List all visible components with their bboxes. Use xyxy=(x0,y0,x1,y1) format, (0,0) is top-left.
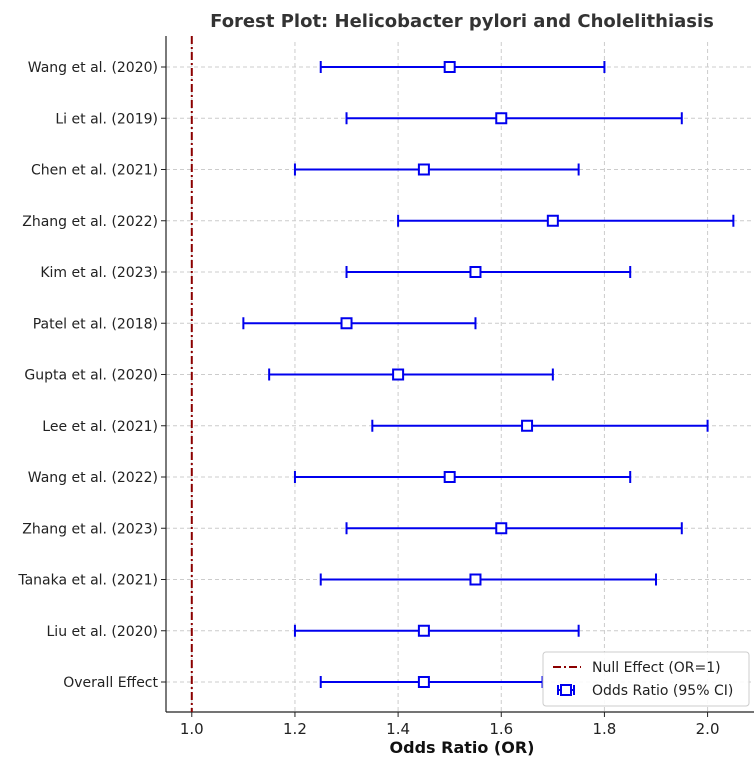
odds-ratio-marker xyxy=(417,163,430,176)
study-label: Kim et al. (2023) xyxy=(40,265,158,281)
odds-ratio-marker xyxy=(521,419,534,432)
x-tick-label: 2.0 xyxy=(696,720,720,738)
odds-ratio-marker xyxy=(340,317,353,330)
study-label: Patel et al. (2018) xyxy=(33,316,158,332)
odds-ratio-marker xyxy=(546,214,559,227)
study-label: Zhang et al. (2022) xyxy=(22,214,158,230)
odds-ratio-marker xyxy=(495,522,508,535)
odds-ratio-marker xyxy=(417,624,430,637)
study-label: Chen et al. (2021) xyxy=(31,163,158,179)
chart-title: Forest Plot: Helicobacter pylori and Cho… xyxy=(210,11,714,32)
x-axis-label: Odds Ratio (OR) xyxy=(390,738,535,757)
x-tick-label: 1.0 xyxy=(180,720,204,738)
legend-odds-ratio-label: Odds Ratio (95% CI) xyxy=(592,683,733,699)
study-label: Li et al. (2019) xyxy=(55,111,158,127)
study-estimate xyxy=(345,112,683,125)
study-estimate xyxy=(293,624,580,637)
study-label: Wang et al. (2022) xyxy=(28,470,158,486)
x-tick-label: 1.4 xyxy=(386,720,410,738)
study-estimate xyxy=(293,471,632,483)
x-tick-label: 1.2 xyxy=(283,720,307,738)
study-estimate xyxy=(242,317,477,330)
odds-ratio-marker xyxy=(392,368,405,381)
legend: Null Effect (OR=1) Odds Ratio (95% CI) xyxy=(542,651,750,707)
study-label: Gupta et al. (2020) xyxy=(24,368,158,384)
odds-ratio-marker xyxy=(443,471,456,483)
x-tick-label: 1.6 xyxy=(489,720,513,738)
study-estimate xyxy=(293,163,580,176)
study-estimate xyxy=(397,214,735,227)
study-estimate xyxy=(319,573,657,586)
study-label: Overall Effect xyxy=(63,675,158,691)
odds-ratio-marker xyxy=(469,573,482,586)
axes-layer: 1.0 1.2 1.4 1.6 1.8 2.0 xyxy=(161,36,754,738)
study-estimate xyxy=(319,676,544,688)
legend-box xyxy=(542,651,750,707)
study-estimate xyxy=(319,61,606,73)
legend-null-effect-label: Null Effect (OR=1) xyxy=(592,660,721,676)
data-layer xyxy=(242,61,735,688)
odds-ratio-marker xyxy=(417,676,430,688)
study-label: Zhang et al. (2023) xyxy=(22,521,158,537)
study-estimate xyxy=(345,522,683,535)
grid-layer xyxy=(166,42,754,712)
study-label: Tanaka et al. (2021) xyxy=(17,573,158,589)
study-label: Lee et al. (2021) xyxy=(42,419,158,435)
study-label: Wang et al. (2020) xyxy=(28,60,158,76)
study-estimate xyxy=(345,266,632,278)
legend-odds-ratio-swatch xyxy=(557,684,575,696)
study-label: Liu et al. (2020) xyxy=(47,624,159,640)
odds-ratio-marker xyxy=(495,112,508,125)
study-label-layer: Wang et al. (2020) Li et al. (2019) Chen e… xyxy=(17,60,158,691)
study-estimate xyxy=(371,419,709,432)
study-estimate xyxy=(268,368,554,381)
odds-ratio-marker xyxy=(469,266,482,278)
odds-ratio-marker xyxy=(443,61,456,73)
x-tick-label: 1.8 xyxy=(592,720,616,738)
